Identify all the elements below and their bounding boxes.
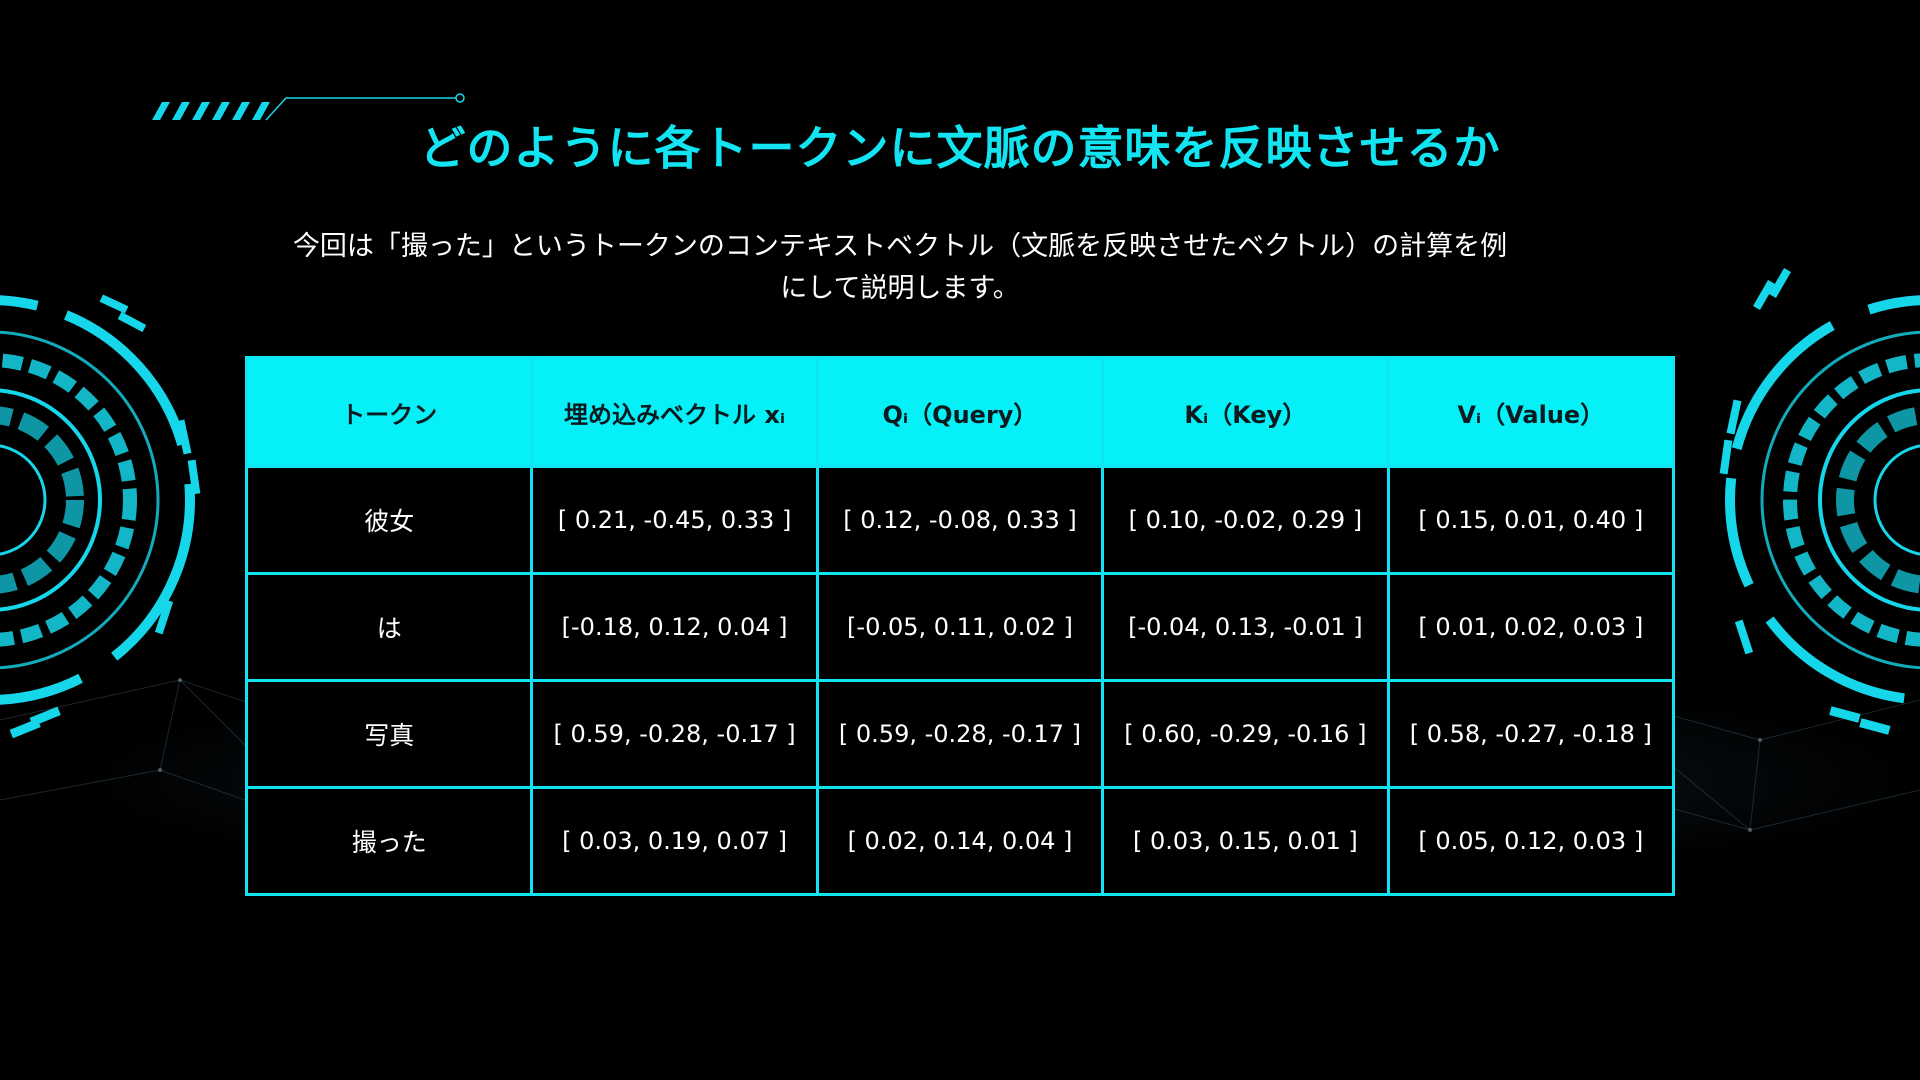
embedding-cell: [ 0.21, -0.45, 0.33 ]: [530, 465, 819, 575]
embedding-cell: [ 0.59, -0.28, -0.17 ]: [530, 679, 819, 789]
header-token: トークン: [244, 356, 534, 468]
key-cell: [ 0.10, -0.02, 0.29 ]: [1101, 465, 1390, 575]
table-row: 撮った [ 0.03, 0.19, 0.07 ] [ 0.02, 0.14, 0…: [244, 786, 1676, 896]
left-hud-ring-decoration: [0, 294, 201, 739]
header-key: Kᵢ（Key）: [1101, 356, 1390, 468]
query-cell: [ 0.12, -0.08, 0.33 ]: [815, 465, 1105, 575]
header-value: Vᵢ（Value）: [1386, 356, 1676, 468]
right-hud-ring-decoration: [1719, 268, 1920, 735]
token-cell: 撮った: [244, 786, 534, 896]
key-cell: [ 0.03, 0.15, 0.01 ]: [1101, 786, 1390, 896]
page-subtitle: 今回は「撮った」というトークンのコンテキストベクトル（文脈を反映させたベクトル）…: [292, 231, 1508, 304]
query-cell: [ 0.59, -0.28, -0.17 ]: [815, 679, 1105, 789]
table-row: 彼女 [ 0.21, -0.45, 0.33 ] [ 0.12, -0.08, …: [244, 465, 1676, 575]
vector-table: トークン 埋め込みベクトル xᵢ Qᵢ（Query） Kᵢ（Key） Vᵢ（Va…: [244, 356, 1676, 896]
embedding-cell: [-0.18, 0.12, 0.04 ]: [530, 572, 819, 682]
embedding-cell: [ 0.03, 0.19, 0.07 ]: [530, 786, 819, 896]
key-cell: [ 0.60, -0.29, -0.16 ]: [1101, 679, 1390, 789]
value-cell: [ 0.01, 0.02, 0.03 ]: [1386, 572, 1676, 682]
query-cell: [ 0.02, 0.14, 0.04 ]: [815, 786, 1105, 896]
header-embedding: 埋め込みベクトル xᵢ: [530, 356, 819, 468]
table-row: は [-0.18, 0.12, 0.04 ] [-0.05, 0.11, 0.0…: [244, 572, 1676, 682]
value-cell: [ 0.15, 0.01, 0.40 ]: [1386, 465, 1676, 575]
value-cell: [ 0.05, 0.12, 0.03 ]: [1386, 786, 1676, 896]
table-header-row: トークン 埋め込みベクトル xᵢ Qᵢ（Query） Kᵢ（Key） Vᵢ（Va…: [244, 356, 1676, 468]
header-accent-decoration: [152, 93, 465, 121]
page-title: どのように各トークンに文脈の意味を反映させるか: [419, 121, 1501, 175]
query-cell: [-0.05, 0.11, 0.02 ]: [815, 572, 1105, 682]
key-cell: [-0.04, 0.13, -0.01 ]: [1101, 572, 1390, 682]
header-query: Qᵢ（Query）: [815, 356, 1105, 468]
value-cell: [ 0.58, -0.27, -0.18 ]: [1386, 679, 1676, 789]
table-row: 写真 [ 0.59, -0.28, -0.17 ] [ 0.59, -0.28,…: [244, 679, 1676, 789]
token-cell: 彼女: [244, 465, 534, 575]
token-cell: は: [244, 572, 534, 682]
token-cell: 写真: [244, 679, 534, 789]
vector-table-container: トークン 埋め込みベクトル xᵢ Qᵢ（Query） Kᵢ（Key） Vᵢ（Va…: [244, 356, 1676, 896]
